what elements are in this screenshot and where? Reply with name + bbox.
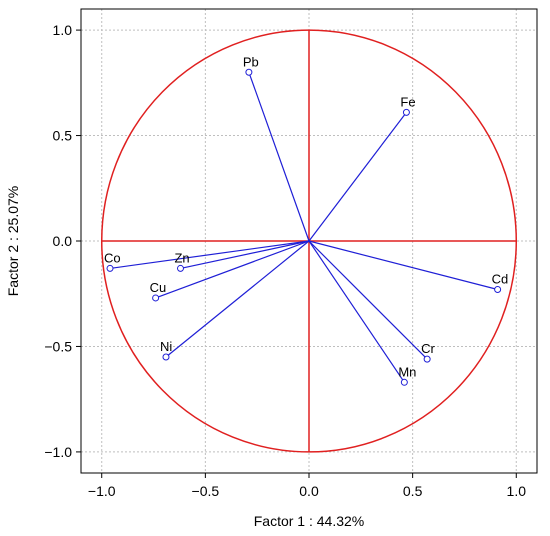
vector-cd [308,240,498,291]
y-tick-label: 0.5 [53,128,73,144]
vector-zn [180,240,310,270]
vector-cu [155,240,310,299]
point-ni [162,353,170,361]
y-tick-label: −1.0 [44,444,72,460]
x-tick-label: 0.0 [299,483,319,499]
point-label-fe: Fe [400,94,415,109]
vector-fe [308,111,407,242]
point-cd [494,286,502,294]
x-axis-ticks: −1.0 −0.5 0.0 0.5 1.0 [88,473,526,499]
point-label-pb: Pb [243,54,259,69]
point-fe [402,108,410,116]
vector-cr [308,240,428,360]
point-pb [245,68,253,76]
y-tick-label: −0.5 [44,338,72,354]
x-tick-label: 0.5 [403,483,423,499]
vector-mn [308,240,405,383]
y-axis-label: Factor 2 : 25.07% [5,186,21,297]
point-label-cr: Cr [421,341,435,356]
point-cu [152,294,160,302]
vector-co [109,240,310,270]
y-tick-label: 0.0 [53,233,73,249]
point-label-zn: Zn [174,250,189,265]
point-zn [176,264,184,272]
point-mn [400,378,408,386]
x-tick-label: −0.5 [192,483,220,499]
unit-circle [100,29,518,453]
x-tick-label: 1.0 [507,483,527,499]
x-axis-label: Factor 1 : 44.32% [254,513,365,529]
point-label-co: Co [104,250,121,265]
point-labels: Pb Fe Co Zn Cu Ni Cd Cr Mn [104,54,508,379]
y-axis-ticks: −1.0 −0.5 0.0 0.5 1.0 [44,22,81,460]
y-tick-label: 1.0 [53,22,73,38]
point-label-cu: Cu [150,280,167,295]
point-co [106,264,114,272]
unit-circle-outline [100,29,518,453]
loading-vectors [106,68,502,386]
vector-ni [165,240,310,358]
point-label-cd: Cd [492,272,509,287]
point-label-mn: Mn [398,364,416,379]
x-tick-label: −1.0 [88,483,116,499]
vector-pb [248,72,310,242]
point-cr [423,355,431,363]
point-label-ni: Ni [160,339,172,354]
